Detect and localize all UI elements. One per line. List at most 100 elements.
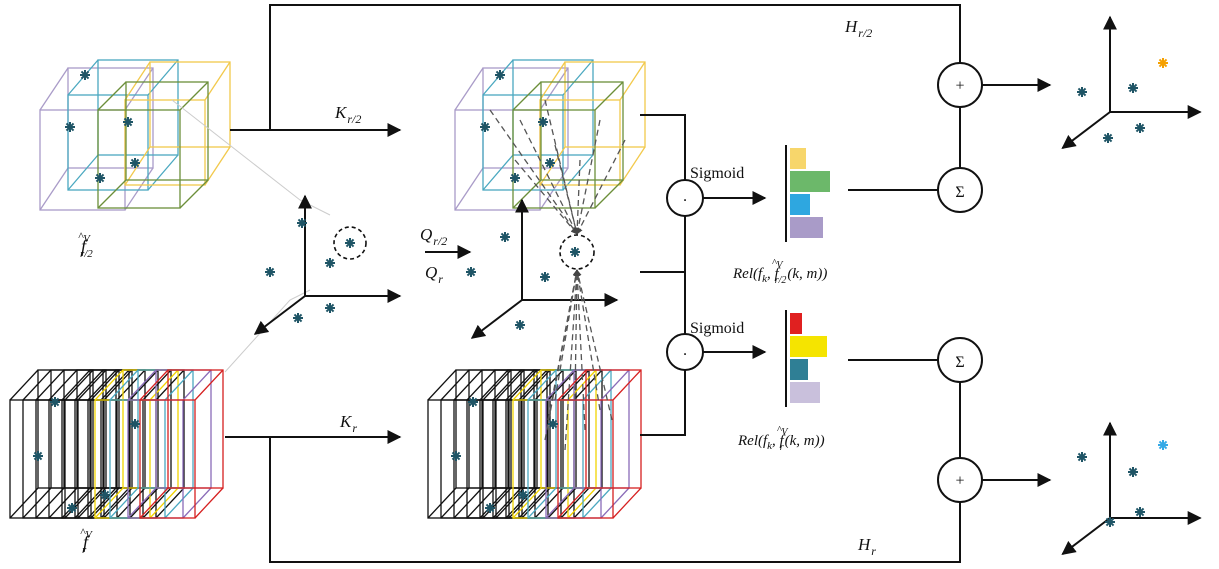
cube <box>455 68 568 210</box>
operator-symbol: Σ <box>955 354 964 371</box>
cube-edge <box>205 62 230 100</box>
relevance-bar <box>790 171 830 192</box>
label-part: r <box>82 544 87 556</box>
label-part: r/2 <box>347 112 361 126</box>
cube-edge <box>128 488 156 518</box>
feature-point <box>50 397 60 407</box>
cube-edge <box>455 68 483 110</box>
attention-line <box>577 120 600 234</box>
feature-point <box>495 70 505 80</box>
label-part: H <box>857 535 872 554</box>
label-part: r/2 <box>80 248 93 260</box>
label-part: V <box>85 529 93 541</box>
feature-point <box>500 232 510 242</box>
feature-point <box>515 320 525 330</box>
cube-edge <box>36 370 64 400</box>
feature-point <box>1128 467 1138 477</box>
label-part: r/2 <box>775 275 787 286</box>
sigmoid-label: Sigmoid <box>690 320 744 337</box>
attention-line <box>577 270 612 420</box>
operator-symbol: + <box>955 473 964 490</box>
diagram: ··++ΣΣSigmoidSigmoidKr/2KrQr/2QrHr/2Hrf^… <box>0 0 1219 569</box>
label-part: Q <box>425 263 437 282</box>
cube-edge <box>483 155 513 190</box>
cube-edge <box>40 68 68 110</box>
variable-label: Qr <box>425 263 443 286</box>
feature-point <box>325 303 335 313</box>
arrow <box>472 300 522 338</box>
cube-edge <box>143 370 171 400</box>
cube-edge <box>183 488 211 518</box>
variable-label: Hr/2 <box>844 17 872 40</box>
cube-edge <box>98 180 126 208</box>
cube-edge <box>513 82 541 110</box>
cube-edge <box>620 62 645 100</box>
arrow <box>1063 112 1111 148</box>
cube-edge <box>467 370 495 400</box>
cube-edge <box>125 68 153 110</box>
label-part: (k, m)) <box>785 433 825 449</box>
cube-edge <box>480 370 508 400</box>
variable-label: Kr/2 <box>334 103 361 126</box>
cube-edge <box>546 488 574 518</box>
cube-edge <box>23 370 51 400</box>
operator-symbol: · <box>682 193 687 210</box>
label-part: Q <box>420 225 432 244</box>
cube-edge <box>595 82 623 110</box>
label-part: r/2 <box>433 234 447 248</box>
feature-point <box>1077 452 1087 462</box>
feature-point <box>95 173 105 183</box>
relevance-label: Rel(fk, f^Vr/2(k, m)) <box>732 257 827 286</box>
cube-edge <box>441 488 469 518</box>
feature-point <box>1103 133 1113 143</box>
feature-point <box>540 272 550 282</box>
operator-symbol: · <box>682 347 687 364</box>
feature-point <box>1128 83 1138 93</box>
relevance-bar <box>790 313 802 334</box>
feature-point <box>538 117 548 127</box>
variable-label: Qr/2 <box>420 225 447 248</box>
cube-face <box>150 62 230 147</box>
cube-face <box>125 100 205 185</box>
feature-point <box>297 218 307 228</box>
cube-face <box>98 110 180 208</box>
label-part: r <box>871 544 876 558</box>
attention-line <box>565 270 577 450</box>
operator-symbol: Σ <box>955 184 964 201</box>
cube-edge <box>613 370 641 400</box>
label-part: H <box>844 17 859 36</box>
attention-line <box>490 110 577 234</box>
feature-point <box>466 267 476 277</box>
operator-symbol: + <box>955 78 964 95</box>
cube-edge <box>205 147 230 185</box>
cube-edge <box>117 488 145 518</box>
feature-point <box>65 122 75 132</box>
cube-edge <box>480 488 508 518</box>
label-part: V <box>83 233 91 245</box>
relevance-bar <box>790 382 820 403</box>
feature-point <box>510 173 520 183</box>
label-part: r <box>780 442 784 453</box>
cube-edge <box>561 488 589 518</box>
cube-face <box>40 110 125 210</box>
cube-edge <box>10 370 38 400</box>
feature-point <box>325 258 335 268</box>
sigmoid-label: Sigmoid <box>690 165 744 182</box>
feature-point <box>518 490 528 500</box>
relevance-bar <box>790 217 823 238</box>
feature-label: f^Vr <box>80 525 93 556</box>
label-part: V <box>776 260 784 271</box>
cube-edge <box>68 155 98 190</box>
feature-point <box>545 158 555 168</box>
feature-point <box>480 122 490 132</box>
cube-edge <box>98 82 126 110</box>
relevance-bar <box>790 359 808 380</box>
feature-point <box>130 158 140 168</box>
cube-edge <box>601 370 629 400</box>
feature-point <box>123 117 133 127</box>
cube-edge <box>40 168 68 210</box>
cube-edge <box>10 488 38 518</box>
cube-edge <box>62 370 90 400</box>
cube-edge <box>180 82 208 110</box>
connector <box>270 437 960 562</box>
